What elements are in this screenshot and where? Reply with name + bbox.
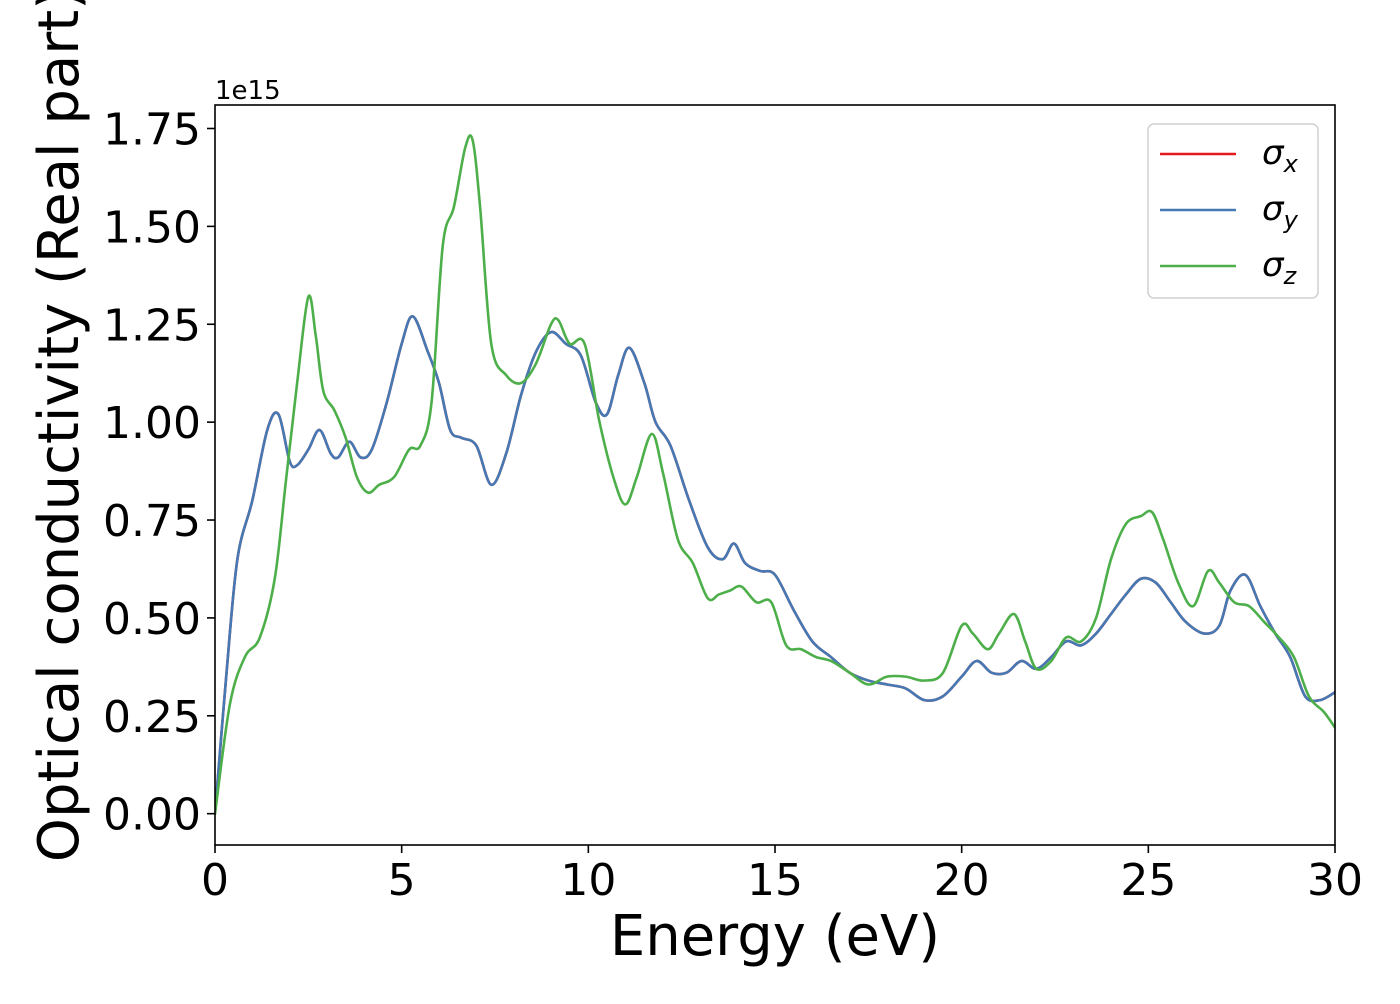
axes-layer: 0 5 10 15 20 25 30 0.00 0.25 0.50 0.75 1.00 1.25 1.50… <box>103 104 1363 906</box>
legend-label-x: σx <box>1262 133 1299 178</box>
legend-label-y: σy <box>1262 189 1299 234</box>
y-offset-label: 1e15 <box>215 76 281 106</box>
x-tick-label: 0 <box>201 855 229 906</box>
legend-symbol: σ <box>1262 245 1285 285</box>
legend-subscript: y <box>1283 206 1299 234</box>
legend-label-z: σz <box>1262 245 1298 290</box>
legend-symbol: σ <box>1262 189 1285 229</box>
legend-symbol: σ <box>1262 133 1285 173</box>
legend-subscript: x <box>1283 150 1299 178</box>
series-line-z <box>215 134 1335 815</box>
x-tick-label: 25 <box>1120 855 1176 906</box>
legend-subscript: z <box>1283 262 1298 290</box>
y-tick-label: 0.75 <box>103 496 201 547</box>
y-tick-label: 1.25 <box>103 300 201 351</box>
series-layer <box>215 134 1335 815</box>
x-tick-label: 30 <box>1307 855 1363 906</box>
y-tick-label: 1.75 <box>103 104 201 155</box>
series-line-x <box>215 315 1335 815</box>
x-tick-label: 15 <box>747 855 803 906</box>
y-tick-label: 1.00 <box>103 398 201 449</box>
x-tick-label: 20 <box>934 855 990 906</box>
y-tick-label: 0.00 <box>103 790 201 841</box>
x-axis-title: Energy (eV) <box>610 904 940 969</box>
y-tick-label: 0.25 <box>103 692 201 743</box>
y-tick-label: 0.50 <box>103 594 201 645</box>
x-tick-label: 10 <box>560 855 616 906</box>
series-line-y <box>215 315 1335 815</box>
y-axis-title: Optical conductivity (Real part) <box>27 0 92 862</box>
x-tick-label: 5 <box>388 855 416 906</box>
y-tick-label: 1.50 <box>103 202 201 253</box>
